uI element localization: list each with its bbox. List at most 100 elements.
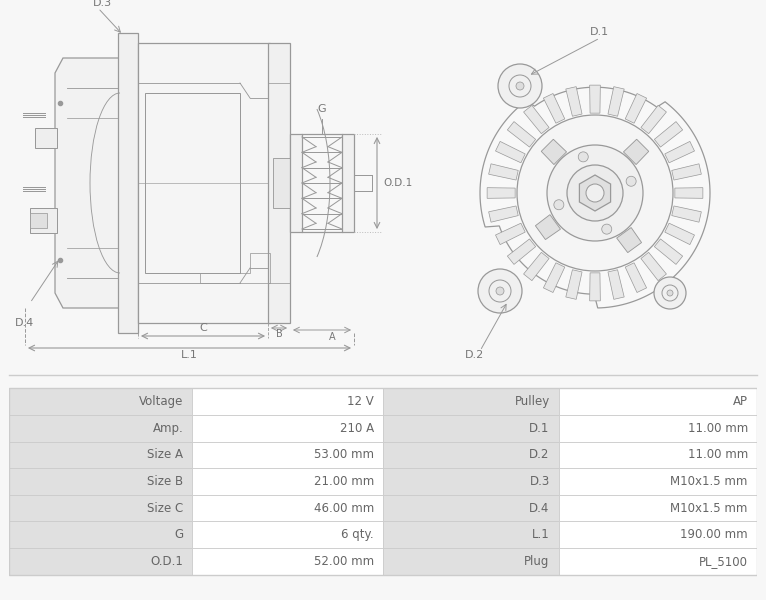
Text: Size A: Size A (147, 448, 183, 461)
Text: Size B: Size B (147, 475, 183, 488)
Circle shape (498, 64, 542, 108)
Text: G: G (318, 104, 326, 114)
Polygon shape (590, 273, 601, 301)
Text: D.1: D.1 (590, 27, 609, 37)
Polygon shape (524, 106, 549, 134)
Text: 21.00 mm: 21.00 mm (314, 475, 374, 488)
FancyBboxPatch shape (558, 495, 757, 521)
Text: 46.00 mm: 46.00 mm (314, 502, 374, 515)
Text: D.4: D.4 (529, 502, 550, 515)
Polygon shape (507, 122, 535, 147)
FancyBboxPatch shape (558, 468, 757, 495)
Polygon shape (543, 94, 565, 123)
Text: PL_5100: PL_5100 (699, 555, 748, 568)
Polygon shape (542, 139, 567, 164)
Text: Voltage: Voltage (139, 395, 183, 408)
Polygon shape (624, 139, 649, 164)
Polygon shape (480, 87, 710, 308)
Polygon shape (507, 239, 535, 265)
FancyBboxPatch shape (383, 521, 558, 548)
Text: A: A (329, 332, 336, 342)
Text: C: C (199, 323, 207, 333)
Circle shape (602, 224, 612, 234)
Text: D.3: D.3 (93, 0, 112, 8)
Polygon shape (608, 270, 624, 299)
Text: 6 qty.: 6 qty. (342, 528, 374, 541)
Text: 53.00 mm: 53.00 mm (314, 448, 374, 461)
Polygon shape (654, 122, 683, 147)
Polygon shape (654, 239, 683, 265)
Polygon shape (290, 134, 302, 232)
Text: Plug: Plug (525, 555, 550, 568)
FancyBboxPatch shape (558, 521, 757, 548)
Text: G: G (174, 528, 183, 541)
Polygon shape (641, 106, 666, 134)
FancyBboxPatch shape (383, 442, 558, 468)
FancyBboxPatch shape (558, 415, 757, 442)
Text: 11.00 mm: 11.00 mm (688, 422, 748, 435)
Polygon shape (566, 270, 582, 299)
Text: 190.00 mm: 190.00 mm (680, 528, 748, 541)
Circle shape (626, 176, 636, 186)
Polygon shape (675, 188, 703, 199)
Polygon shape (35, 128, 57, 148)
Polygon shape (496, 142, 525, 163)
Circle shape (496, 287, 504, 295)
Circle shape (489, 280, 511, 302)
FancyBboxPatch shape (9, 468, 192, 495)
Polygon shape (268, 43, 290, 323)
Polygon shape (608, 86, 624, 116)
Polygon shape (543, 263, 565, 292)
FancyBboxPatch shape (9, 415, 192, 442)
Circle shape (554, 200, 564, 210)
Polygon shape (625, 263, 647, 292)
Circle shape (662, 285, 678, 301)
Polygon shape (342, 134, 354, 232)
Circle shape (567, 165, 623, 221)
Polygon shape (672, 164, 702, 180)
FancyBboxPatch shape (383, 415, 558, 442)
Text: Size C: Size C (147, 502, 183, 515)
Circle shape (547, 145, 643, 241)
Text: O.D.1: O.D.1 (383, 178, 412, 188)
Polygon shape (55, 58, 120, 308)
FancyBboxPatch shape (383, 388, 558, 415)
Text: M10x1.5 mm: M10x1.5 mm (670, 502, 748, 515)
Polygon shape (641, 253, 666, 281)
Polygon shape (30, 208, 57, 233)
Polygon shape (487, 188, 516, 199)
Text: D.1: D.1 (529, 422, 550, 435)
Text: D.3: D.3 (529, 475, 550, 488)
Circle shape (509, 75, 531, 97)
FancyBboxPatch shape (192, 468, 383, 495)
FancyBboxPatch shape (192, 415, 383, 442)
FancyBboxPatch shape (192, 495, 383, 521)
FancyBboxPatch shape (192, 548, 383, 575)
Text: B: B (276, 329, 283, 339)
Text: M10x1.5 mm: M10x1.5 mm (670, 475, 748, 488)
Text: 12 V: 12 V (347, 395, 374, 408)
Text: L.1: L.1 (181, 350, 198, 360)
Text: 11.00 mm: 11.00 mm (688, 448, 748, 461)
Polygon shape (489, 206, 519, 222)
Polygon shape (590, 85, 601, 113)
Polygon shape (30, 213, 47, 228)
Text: D.2: D.2 (465, 350, 484, 360)
FancyBboxPatch shape (383, 548, 558, 575)
Polygon shape (665, 142, 695, 163)
Text: 52.00 mm: 52.00 mm (314, 555, 374, 568)
Polygon shape (524, 253, 549, 281)
FancyBboxPatch shape (192, 442, 383, 468)
Circle shape (516, 82, 524, 90)
Polygon shape (489, 164, 519, 180)
Circle shape (654, 277, 686, 309)
Polygon shape (535, 215, 561, 239)
FancyBboxPatch shape (383, 468, 558, 495)
Polygon shape (617, 227, 642, 253)
FancyBboxPatch shape (383, 495, 558, 521)
Polygon shape (496, 223, 525, 245)
FancyBboxPatch shape (9, 495, 192, 521)
Polygon shape (566, 86, 582, 116)
Polygon shape (665, 223, 695, 245)
FancyBboxPatch shape (9, 548, 192, 575)
